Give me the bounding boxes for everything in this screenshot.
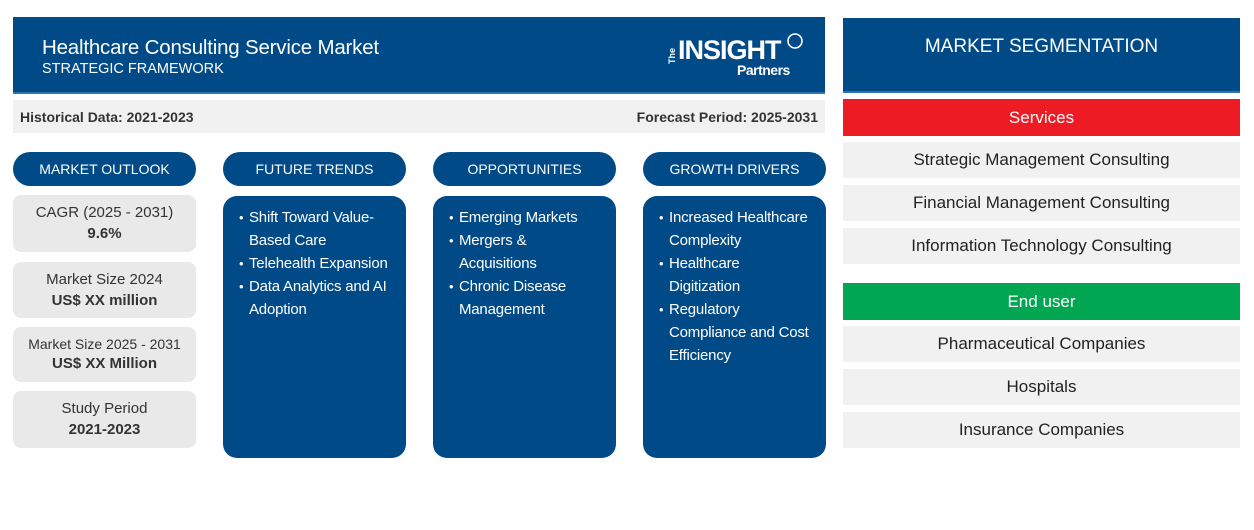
list-item: Mergers & Acquisitions	[449, 229, 608, 275]
stat-label: CAGR (2025 - 2031)	[35, 204, 174, 221]
list-item: Chronic Disease Management	[449, 275, 608, 321]
stat-value: 2021-2023	[68, 421, 141, 438]
list-item: Shift Toward Value-Based Care	[239, 206, 398, 252]
stat-card-market-size-2024: Market Size 2024 US$ XX million	[13, 262, 196, 318]
segment-item: Information Technology Consulting	[843, 228, 1240, 264]
stat-card-cagr: CAGR (2025 - 2031) 9.6%	[13, 195, 196, 252]
future-trends-panel: Shift Toward Value-Based Care Telehealth…	[223, 196, 406, 458]
period-info-bar: Historical Data: 2021-2023 Forecast Peri…	[13, 100, 825, 133]
opportunities-header: OPPORTUNITIES	[433, 152, 616, 186]
segment-category-services: Services	[843, 99, 1240, 136]
stat-value: US$ XX Million	[51, 355, 157, 372]
logo-ring-icon	[787, 33, 803, 49]
list-item: Telehealth Expansion	[239, 252, 398, 275]
stat-label: Market Size 2024	[46, 271, 163, 288]
market-outlook-header: MARKET OUTLOOK	[13, 152, 196, 186]
list-item: Regulatory Compliance and Cost Efficienc…	[659, 298, 818, 367]
logo-the: The	[667, 47, 677, 64]
stat-label: Study Period	[61, 400, 148, 417]
list-item: Emerging Markets	[449, 206, 608, 229]
segment-item: Pharmaceutical Companies	[843, 326, 1240, 362]
growth-drivers-header: GROWTH DRIVERS	[643, 152, 826, 186]
stat-value: US$ XX million	[51, 292, 158, 309]
opportunities-panel: Emerging Markets Mergers & Acquisitions …	[433, 196, 616, 458]
insight-partners-logo: The INSIGHT Partners	[665, 31, 805, 83]
segment-item: Insurance Companies	[843, 412, 1240, 448]
page-subtitle: STRATEGIC FRAMEWORK	[42, 61, 224, 77]
forecast-period-label: Forecast Period: 2025-2031	[636, 109, 818, 125]
market-segmentation-header: MARKET SEGMENTATION	[843, 18, 1240, 93]
list-item: Data Analytics and AI Adoption	[239, 275, 398, 321]
growth-drivers-panel: Increased Healthcare Complexity Healthca…	[643, 196, 826, 458]
segment-category-end-user: End user	[843, 283, 1240, 320]
segment-item: Hospitals	[843, 369, 1240, 405]
list-item: Healthcare Digitization	[659, 252, 818, 298]
historical-data-label: Historical Data: 2021-2023	[20, 109, 194, 125]
future-trends-header: FUTURE TRENDS	[223, 152, 406, 186]
stat-card-study-period: Study Period 2021-2023	[13, 391, 196, 448]
list-item: Increased Healthcare Complexity	[659, 206, 818, 252]
logo-insight: INSIGHT	[678, 35, 782, 65]
segment-item: Strategic Management Consulting	[843, 142, 1240, 178]
segment-item: Financial Management Consulting	[843, 185, 1240, 221]
page-title: Healthcare Consulting Service Market	[42, 36, 379, 59]
stat-value: 9.6%	[87, 225, 122, 242]
logo-partners: Partners	[737, 62, 790, 78]
stat-label: Market Size 2025 - 2031	[28, 336, 181, 352]
header-banner: Healthcare Consulting Service Market STR…	[13, 17, 825, 94]
stat-card-market-size-forecast: Market Size 2025 - 2031 US$ XX Million	[13, 327, 196, 382]
